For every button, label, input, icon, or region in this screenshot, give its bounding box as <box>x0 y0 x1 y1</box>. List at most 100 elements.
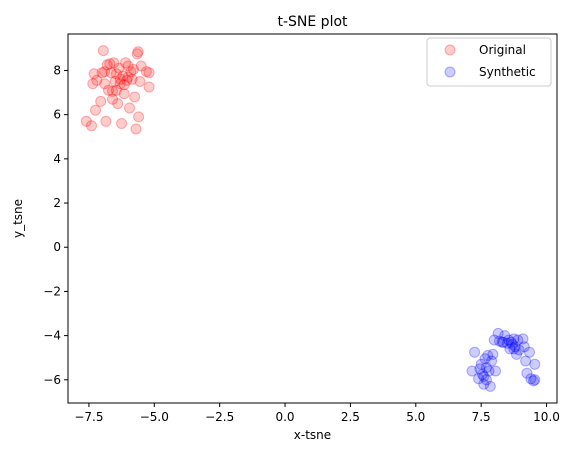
data-point <box>135 60 147 72</box>
data-point <box>525 373 537 385</box>
data-point <box>110 84 122 96</box>
data-point <box>108 57 120 69</box>
data-point <box>95 95 107 107</box>
data-point <box>103 84 114 96</box>
data-point <box>501 337 513 349</box>
data-point <box>492 327 504 339</box>
data-point <box>477 368 488 380</box>
data-point <box>509 341 521 353</box>
legend-label-synthetic: Synthetic <box>479 65 536 79</box>
data-point <box>101 59 113 71</box>
x-tick-label: −5.0 <box>140 410 169 424</box>
data-point <box>91 74 103 86</box>
y-tick-label: 8 <box>53 63 61 77</box>
data-point <box>120 57 131 69</box>
legend-frame <box>426 37 552 87</box>
data-point <box>127 63 139 75</box>
data-point <box>114 73 126 85</box>
data-point <box>107 93 118 105</box>
data-point <box>88 68 100 80</box>
y-tick-label: −6 <box>43 373 61 387</box>
data-point <box>112 98 124 110</box>
data-point <box>97 45 109 57</box>
data-point <box>107 85 118 97</box>
y-tick-label: 2 <box>53 196 61 210</box>
chart-title: t-SNE plot <box>277 14 348 30</box>
data-point <box>529 374 541 386</box>
data-point <box>100 115 112 127</box>
legend-label-original: Original <box>479 43 526 57</box>
data-point <box>513 344 525 356</box>
data-point <box>486 355 498 367</box>
data-point <box>116 118 128 129</box>
y-tick-label: −4 <box>43 329 61 343</box>
legend-marker-original <box>444 44 456 56</box>
data-point <box>122 60 134 72</box>
data-point <box>134 76 146 87</box>
x-tick-label: −2.5 <box>205 410 234 424</box>
data-point <box>473 373 485 385</box>
data-point <box>488 334 500 346</box>
x-tick-label: −7.5 <box>74 410 103 424</box>
data-point <box>126 73 138 85</box>
data-point <box>480 362 492 374</box>
data-point <box>110 68 122 80</box>
data-point <box>475 358 487 370</box>
data-point <box>132 46 144 58</box>
data-point <box>479 353 491 365</box>
data-point <box>494 335 505 347</box>
data-point <box>507 338 518 350</box>
data-point <box>133 111 145 123</box>
data-point <box>503 334 515 346</box>
data-point <box>87 78 99 90</box>
y-tick-label: 0 <box>53 240 61 254</box>
points-layer <box>80 45 541 392</box>
data-point <box>129 91 141 103</box>
data-point <box>124 102 135 114</box>
plot-frame <box>67 33 558 404</box>
y-axis: −6 −4 −2 0 2 4 6 8 <box>43 63 68 387</box>
data-point <box>508 333 520 345</box>
data-point <box>521 367 533 379</box>
y-tick-label: 4 <box>53 152 61 166</box>
y-tick-label: −2 <box>43 284 61 298</box>
data-point <box>466 365 478 377</box>
x-axis: −7.5 −5.0 −2.5 0.0 2.5 5.0 7.5 10.0 <box>74 403 560 424</box>
data-point <box>499 330 511 342</box>
legend: Original Synthetic <box>426 37 552 87</box>
data-point <box>140 66 152 78</box>
data-point <box>99 66 111 78</box>
data-point <box>508 343 520 355</box>
x-tick-label: 0.0 <box>275 410 294 424</box>
data-point <box>114 78 126 90</box>
data-point <box>80 115 92 127</box>
data-point <box>90 104 101 116</box>
data-point <box>517 333 529 345</box>
data-point <box>104 58 116 70</box>
y-tick-label: 6 <box>53 108 61 122</box>
data-point <box>96 67 108 79</box>
data-point <box>520 355 532 367</box>
x-tick-label: 7.5 <box>472 410 491 424</box>
data-point <box>131 48 143 60</box>
data-point <box>524 346 535 358</box>
data-point <box>99 78 111 90</box>
data-point <box>121 74 133 86</box>
y-axis-title: y_tsne <box>11 199 25 238</box>
data-point <box>490 365 501 377</box>
data-point <box>504 343 516 355</box>
data-point <box>478 378 490 390</box>
x-axis-title: x-tsne <box>294 428 331 442</box>
data-point <box>483 365 495 377</box>
series-synthetic <box>466 327 541 392</box>
x-tick-label: 5.0 <box>406 410 425 424</box>
data-point <box>529 358 541 370</box>
data-point <box>487 348 499 360</box>
data-point <box>512 334 524 346</box>
data-point <box>105 67 117 79</box>
x-tick-label: 10.0 <box>533 410 560 424</box>
data-point <box>497 336 509 348</box>
data-point <box>474 363 486 375</box>
